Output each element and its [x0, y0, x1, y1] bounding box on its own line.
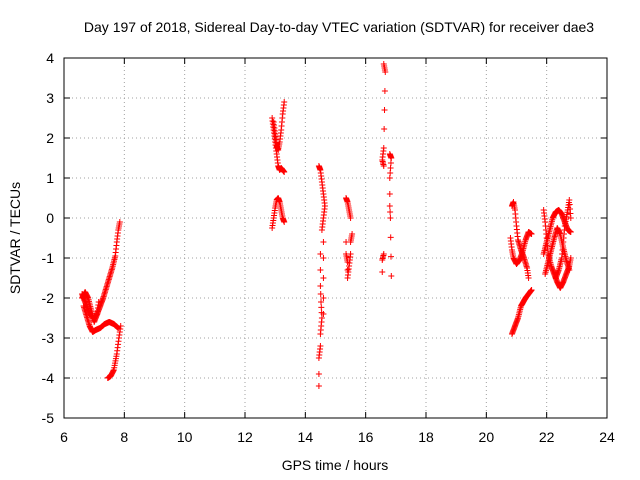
data-point	[387, 234, 394, 241]
x-tick-label: 20	[479, 429, 495, 445]
x-tick-label: 8	[120, 429, 128, 445]
y-tick-label: 1	[46, 170, 54, 186]
data-point	[320, 295, 327, 301]
y-tick-label: -2	[42, 290, 55, 306]
x-tick-label: 16	[358, 429, 374, 445]
x-tick-label: 12	[237, 429, 253, 445]
data-point	[381, 107, 388, 113]
data-point	[320, 239, 327, 245]
x-tick-label: 24	[599, 429, 615, 445]
y-tick-label: -1	[42, 250, 55, 266]
data-point	[567, 229, 574, 235]
data-point	[320, 255, 327, 261]
y-tick-label: -3	[42, 330, 55, 346]
data-point	[567, 215, 574, 221]
x-tick-label: 6	[60, 429, 68, 445]
data-point	[566, 267, 573, 273]
data-point	[381, 126, 388, 132]
data-point	[317, 283, 324, 289]
data-point	[382, 69, 389, 75]
data-point	[317, 251, 324, 257]
y-tick-label: 3	[46, 90, 54, 106]
x-tick-label: 22	[539, 429, 555, 445]
data-point	[318, 304, 325, 311]
grid	[64, 58, 607, 418]
data-point	[315, 355, 322, 361]
data-points	[79, 61, 574, 389]
data-point	[388, 253, 395, 260]
data-point	[315, 383, 322, 389]
data-point	[388, 273, 395, 279]
data-point	[386, 203, 393, 209]
data-point	[386, 175, 393, 181]
data-point	[281, 99, 288, 105]
data-point	[281, 169, 288, 175]
data-point	[387, 215, 394, 221]
plot-frame	[63, 57, 608, 419]
y-tick-label: 2	[46, 130, 54, 146]
data-point	[349, 231, 356, 237]
data-point	[379, 257, 386, 263]
x-tick-label: 14	[298, 429, 314, 445]
data-point	[379, 269, 386, 275]
data-point	[281, 219, 288, 225]
data-point	[380, 163, 387, 169]
x-tick-label: 18	[418, 429, 434, 445]
data-point	[525, 275, 532, 281]
data-point	[317, 331, 324, 337]
data-point	[528, 287, 535, 293]
y-axis-label: SDTVAR / TECUs	[7, 182, 23, 294]
data-point	[317, 267, 324, 273]
y-tick-label: 4	[46, 50, 54, 66]
data-point	[528, 231, 535, 237]
data-point	[95, 299, 102, 305]
data-point	[116, 219, 123, 225]
x-axis-label: GPS time / hours	[282, 457, 389, 473]
data-point	[320, 311, 327, 317]
data-point	[386, 191, 393, 197]
data-point	[320, 275, 327, 281]
chart-title: Day 197 of 2018, Sidereal Day-to-day VTE…	[84, 19, 594, 35]
y-tick-label: -5	[42, 410, 55, 426]
data-point	[117, 323, 124, 329]
y-tick-label: 0	[46, 210, 54, 226]
data-point	[318, 299, 325, 305]
data-point	[318, 227, 325, 233]
data-point	[387, 209, 394, 215]
data-point	[315, 371, 322, 377]
data-point	[317, 291, 324, 297]
y-tick-label: -4	[42, 370, 55, 386]
data-point	[347, 251, 354, 257]
data-point	[347, 215, 354, 221]
x-tick-label: 10	[177, 429, 193, 445]
data-point	[381, 88, 388, 94]
